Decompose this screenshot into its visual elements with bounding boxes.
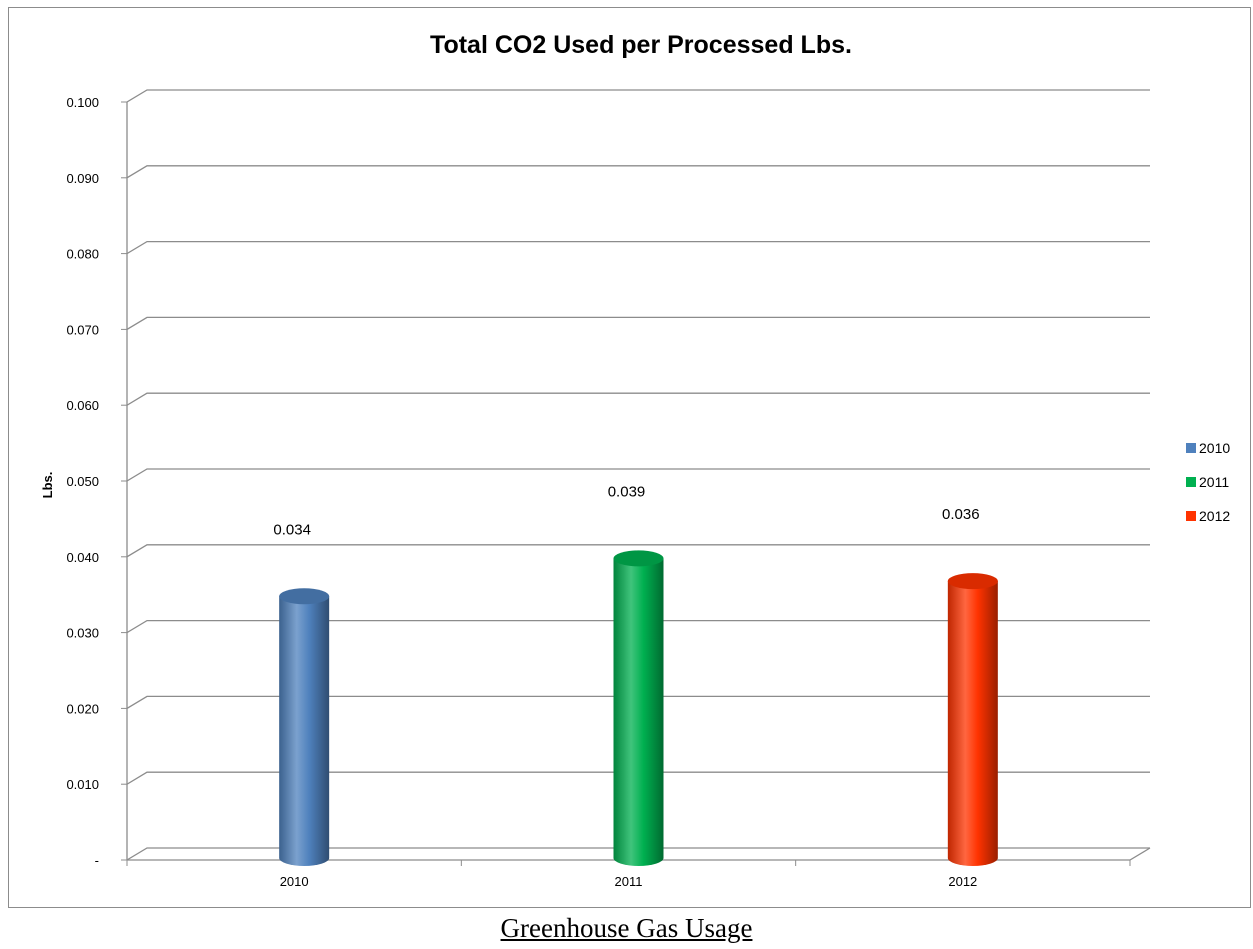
gridline xyxy=(126,89,1150,103)
y-tick-label: 0.080 xyxy=(66,247,99,262)
y-axis-ticks: - 0.010 0.020 0.030 0.040 0.050 0.060 0.070 0.08… xyxy=(66,95,127,868)
bar-top-2011 xyxy=(613,550,664,567)
y-tick-label: 0.060 xyxy=(66,398,99,413)
y-tick-label: 0.040 xyxy=(66,550,99,565)
y-tick-label: - xyxy=(95,853,99,868)
y-axis-title: Lbs. xyxy=(40,472,55,499)
gridline xyxy=(126,619,1150,634)
gridline xyxy=(126,847,1150,861)
bar-top-2010 xyxy=(279,588,330,605)
legend-label-2012: 2012 xyxy=(1199,508,1230,524)
gridline xyxy=(126,392,1150,406)
bar-2011 xyxy=(613,558,664,866)
x-tick-label-2011: 2011 xyxy=(615,874,643,889)
gridline xyxy=(126,240,1150,255)
bar-2010 xyxy=(279,596,330,866)
bar-chart: Total CO2 Used per Processed Lbs. - 0.010… xyxy=(40,31,1230,889)
legend-swatch-2010 xyxy=(1186,443,1196,453)
y-tick-label: 0.010 xyxy=(66,777,99,792)
gridline xyxy=(126,771,1150,785)
chart-title: Total CO2 Used per Processed Lbs. xyxy=(430,31,852,59)
caption: Greenhouse Gas Usage xyxy=(500,913,753,943)
gridline xyxy=(126,165,1150,179)
y-tick-label: 0.090 xyxy=(66,171,99,186)
data-label-2012: 0.036 xyxy=(942,506,980,523)
legend-swatch-2012 xyxy=(1186,511,1196,521)
legend-swatch-2011 xyxy=(1186,477,1196,487)
x-axis-ticks: 2010 2011 2012 xyxy=(126,860,1131,889)
y-tick-label: 0.100 xyxy=(66,95,99,110)
y-tick-label: 0.020 xyxy=(66,701,99,716)
legend: 2010 2011 2012 xyxy=(1186,440,1230,524)
legend-label-2010: 2010 xyxy=(1199,440,1230,456)
bar-top-2012 xyxy=(947,573,998,590)
bars: 0.034 0.039 0.036 xyxy=(273,483,998,866)
x-tick-label-2012: 2012 xyxy=(948,874,977,889)
chart-frame: Total CO2 Used per Processed Lbs. - 0.010… xyxy=(8,7,1251,908)
y-tick-label: 0.070 xyxy=(66,322,99,337)
data-label-2010: 0.034 xyxy=(273,521,311,538)
gridlines xyxy=(126,89,1150,861)
y-tick-label: 0.030 xyxy=(66,626,99,641)
legend-label-2011: 2011 xyxy=(1199,474,1229,490)
data-label-2011: 0.039 xyxy=(608,483,646,500)
gridline xyxy=(126,695,1150,709)
gridline xyxy=(126,316,1150,330)
bar-2012 xyxy=(947,581,998,866)
gridline xyxy=(126,468,1150,482)
x-tick-label-2010: 2010 xyxy=(280,874,309,889)
y-tick-label: 0.050 xyxy=(66,474,99,489)
gridline xyxy=(126,544,1150,558)
